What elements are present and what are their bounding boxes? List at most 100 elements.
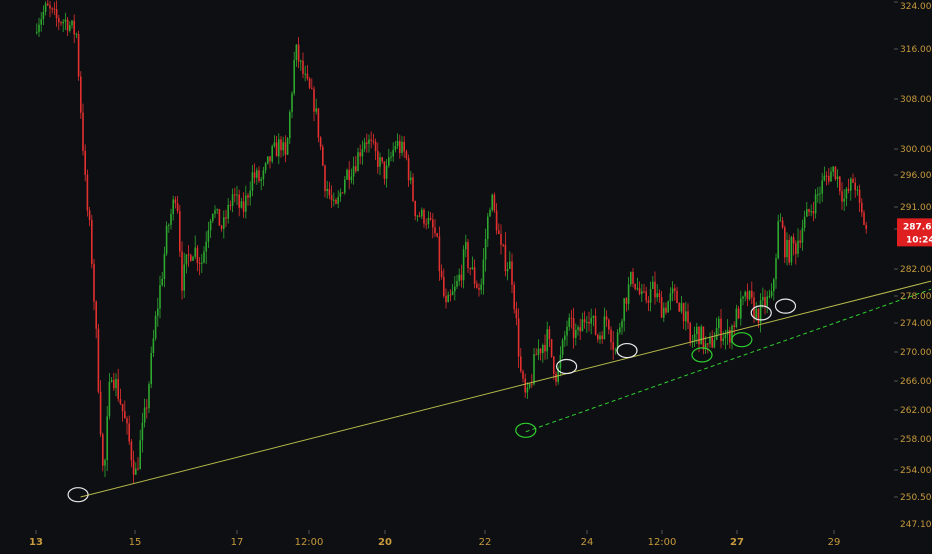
candle-body bbox=[825, 175, 828, 177]
candle-body bbox=[251, 172, 254, 191]
candle-body bbox=[346, 169, 348, 180]
candle-body bbox=[803, 216, 806, 228]
x-tick-label: 27 bbox=[730, 537, 744, 548]
candle-body bbox=[207, 230, 210, 242]
candle-body bbox=[748, 290, 751, 300]
candle-body bbox=[689, 322, 691, 342]
candle-body bbox=[174, 199, 177, 204]
candle-body bbox=[680, 303, 683, 312]
candle-body bbox=[586, 322, 588, 324]
y-tick-label: 291.00 bbox=[900, 203, 932, 213]
candle-body bbox=[856, 189, 859, 191]
candle-body bbox=[572, 318, 575, 338]
touch-point-circle[interactable] bbox=[555, 358, 578, 375]
candle-body bbox=[284, 142, 287, 155]
candle-body bbox=[709, 337, 711, 344]
y-tick-label: 262.00 bbox=[900, 406, 932, 416]
candle-body bbox=[603, 316, 606, 340]
candle-body bbox=[511, 261, 513, 285]
dashed-support-trendline[interactable] bbox=[525, 288, 932, 433]
candle-body bbox=[220, 225, 223, 229]
candle-body bbox=[744, 291, 746, 297]
candle-body bbox=[49, 5, 51, 9]
candle-body bbox=[172, 199, 174, 214]
candle-body bbox=[262, 170, 265, 180]
candle-body bbox=[258, 170, 260, 181]
candle-body bbox=[407, 158, 410, 181]
y-tick-label: 282.00 bbox=[900, 265, 932, 275]
candle-body bbox=[403, 141, 405, 152]
candle-body bbox=[729, 329, 731, 343]
candle-body bbox=[84, 150, 86, 175]
candle-body bbox=[253, 172, 256, 178]
green-touch-point-circle[interactable] bbox=[515, 422, 537, 438]
candle-body bbox=[713, 339, 716, 348]
green-touch-point-circle[interactable] bbox=[691, 347, 713, 363]
candle-body bbox=[42, 11, 45, 20]
candle-body bbox=[612, 342, 614, 350]
candle-body bbox=[414, 200, 416, 217]
candle-body bbox=[225, 217, 227, 219]
candle-body bbox=[238, 194, 240, 208]
candle-body bbox=[352, 166, 355, 177]
candle-body bbox=[537, 348, 540, 356]
candle-body bbox=[614, 349, 617, 351]
candle-body bbox=[341, 192, 344, 194]
candle-body bbox=[434, 227, 436, 234]
candle-body bbox=[308, 78, 311, 88]
candle-body bbox=[275, 142, 278, 157]
candle-body bbox=[806, 209, 808, 217]
candle-body bbox=[449, 294, 452, 296]
candle-body bbox=[368, 139, 370, 144]
x-tick-label: 24 bbox=[581, 537, 594, 548]
touch-point-circle[interactable] bbox=[774, 298, 797, 314]
candle-body bbox=[293, 59, 295, 94]
candle-body bbox=[482, 259, 485, 285]
green-touch-point-circle[interactable] bbox=[731, 332, 753, 348]
last-price-tag: 287.66 10:24 bbox=[897, 218, 932, 247]
touch-point-circle[interactable] bbox=[67, 487, 89, 503]
candle-body bbox=[159, 285, 161, 309]
candle-body bbox=[62, 21, 64, 24]
candle-body bbox=[493, 194, 496, 211]
candle-body bbox=[348, 169, 350, 181]
candle-body bbox=[465, 242, 467, 250]
candle-body bbox=[535, 354, 537, 356]
candle-body bbox=[401, 141, 403, 153]
support-trendline[interactable] bbox=[80, 280, 932, 498]
candle-body bbox=[478, 287, 480, 290]
candle-body bbox=[619, 327, 621, 333]
candle-body bbox=[724, 334, 727, 339]
candle-body bbox=[315, 108, 317, 112]
candle-body bbox=[671, 288, 674, 294]
touch-point-circle[interactable] bbox=[750, 305, 772, 321]
y-tick-label: 316.00 bbox=[900, 45, 932, 55]
candle-body bbox=[429, 217, 432, 220]
candle-body bbox=[621, 320, 623, 328]
candle-body bbox=[682, 303, 685, 322]
candle-body bbox=[484, 239, 487, 260]
candle-body bbox=[597, 334, 599, 340]
price-axis[interactable]: 250.50 254.00 258.00 262.00 266.00 270.00 274.… bbox=[894, 1, 932, 530]
candle-body bbox=[170, 213, 172, 225]
candle-body bbox=[845, 188, 848, 199]
candle-body bbox=[561, 340, 564, 355]
candle-body bbox=[190, 255, 192, 261]
candle-body bbox=[260, 179, 262, 181]
candle-body bbox=[454, 286, 456, 292]
candle-body bbox=[223, 217, 225, 229]
candle-body bbox=[696, 326, 698, 335]
candle-body bbox=[187, 254, 190, 256]
candle-body bbox=[667, 301, 669, 313]
candle-body bbox=[819, 193, 821, 195]
time-axis[interactable]: 13 15 17 12:00 20 22 24 12:00 27 29 bbox=[29, 530, 840, 548]
candle-body bbox=[720, 318, 722, 342]
candle-body bbox=[47, 3, 49, 6]
candle-body bbox=[370, 139, 372, 141]
candle-body bbox=[524, 378, 526, 393]
touch-point-circle[interactable] bbox=[616, 342, 638, 359]
y-tick-label: 308.00 bbox=[900, 95, 932, 105]
candle-body bbox=[379, 157, 381, 167]
